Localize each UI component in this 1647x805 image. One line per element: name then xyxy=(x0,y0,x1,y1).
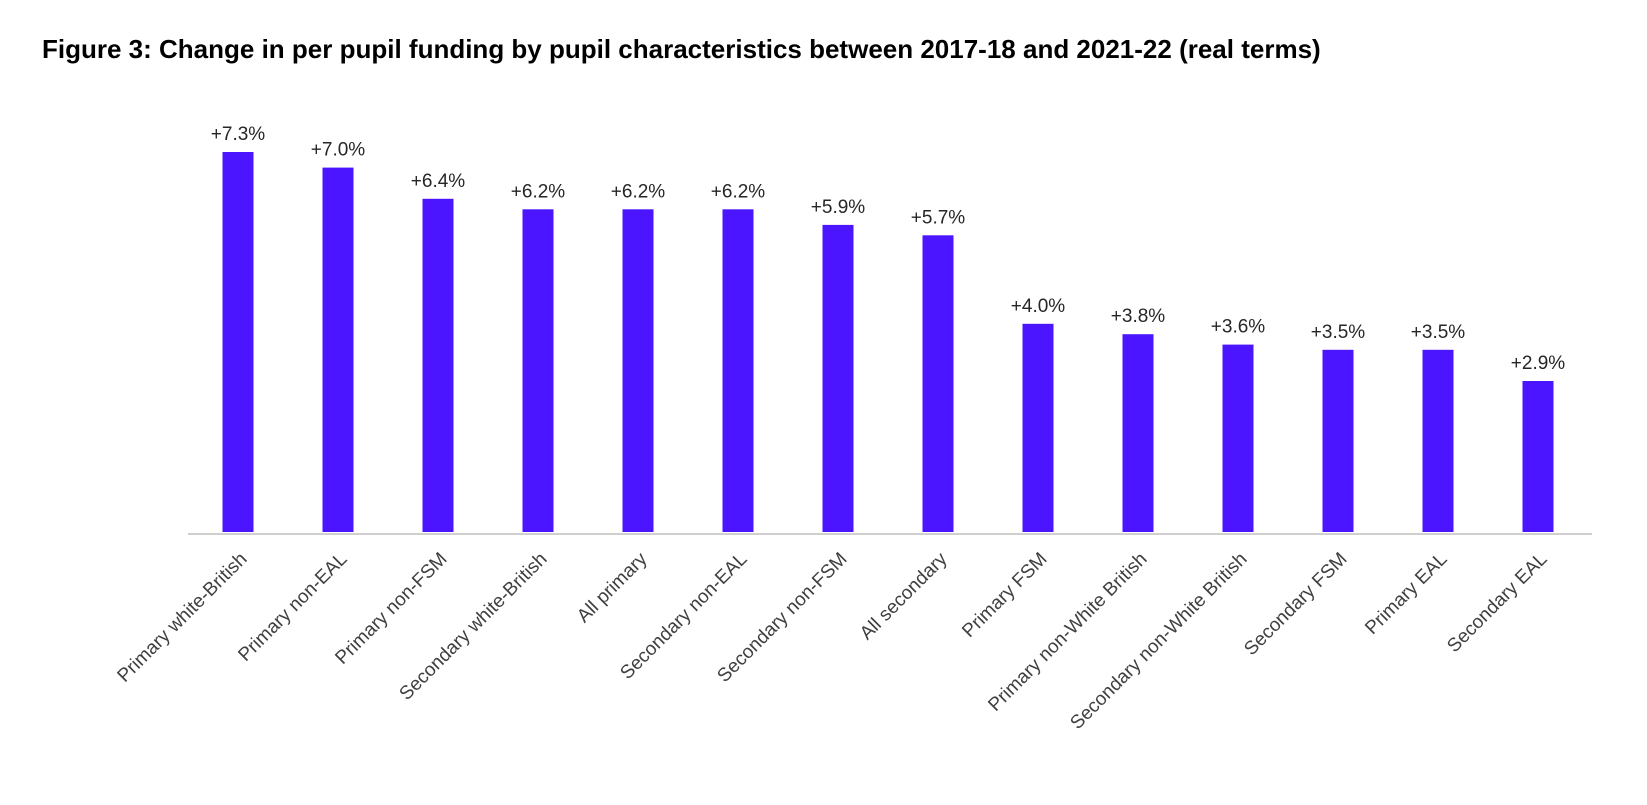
data-label-3: +6.4% xyxy=(411,171,466,192)
data-label-10: +3.8% xyxy=(1111,306,1166,327)
data-label-13: +3.5% xyxy=(1411,322,1466,343)
bar-6 xyxy=(722,209,754,533)
bar-7 xyxy=(822,224,854,532)
category-label-13: Primary EAL xyxy=(1361,549,1451,639)
bar-13 xyxy=(1422,349,1454,532)
chart-title: Figure 3: Change in per pupil funding by… xyxy=(42,34,1321,64)
data-label-2: +7.0% xyxy=(311,140,366,161)
bar-14 xyxy=(1522,381,1554,532)
data-label-6: +6.2% xyxy=(711,181,766,202)
bar-5 xyxy=(622,209,654,533)
bar-12 xyxy=(1322,349,1354,532)
data-label-12: +3.5% xyxy=(1311,322,1366,343)
bar-9 xyxy=(1022,323,1054,532)
category-label-2: Primary non-EAL xyxy=(234,549,351,666)
category-label-1: Primary white-British xyxy=(114,549,252,687)
category-label-9: Primary FSM xyxy=(958,549,1051,642)
bars-layer xyxy=(222,152,1554,533)
category-label-12: Secondary FSM xyxy=(1240,549,1351,660)
data-label-14: +2.9% xyxy=(1511,353,1566,374)
bar-4 xyxy=(522,209,554,533)
data-label-11: +3.6% xyxy=(1211,317,1266,338)
category-label-8: All secondary xyxy=(856,548,952,644)
data-label-4: +6.2% xyxy=(511,181,566,202)
bar-2 xyxy=(322,167,354,532)
bar-1 xyxy=(222,152,254,532)
category-label-14: Secondary EAL xyxy=(1443,549,1551,657)
data-label-1: +7.3% xyxy=(211,124,266,145)
data-label-5: +6.2% xyxy=(611,181,666,202)
category-label-5: All primary xyxy=(573,548,652,627)
bar-11 xyxy=(1222,344,1254,532)
category-label-10: Primary non-White British xyxy=(984,549,1151,716)
bar-3 xyxy=(422,198,454,533)
bar-8 xyxy=(922,235,954,533)
data-label-7: +5.9% xyxy=(811,197,866,218)
category-label-11: Secondary non-White British xyxy=(1066,549,1251,734)
data-labels-layer: +7.3% +7.0% +6.4% +6.2% +6.2% +6.2% +5.9% +5.7%… xyxy=(211,124,1566,374)
data-label-8: +5.7% xyxy=(911,207,966,228)
bar-10 xyxy=(1122,334,1154,532)
data-label-9: +4.0% xyxy=(1011,296,1066,317)
